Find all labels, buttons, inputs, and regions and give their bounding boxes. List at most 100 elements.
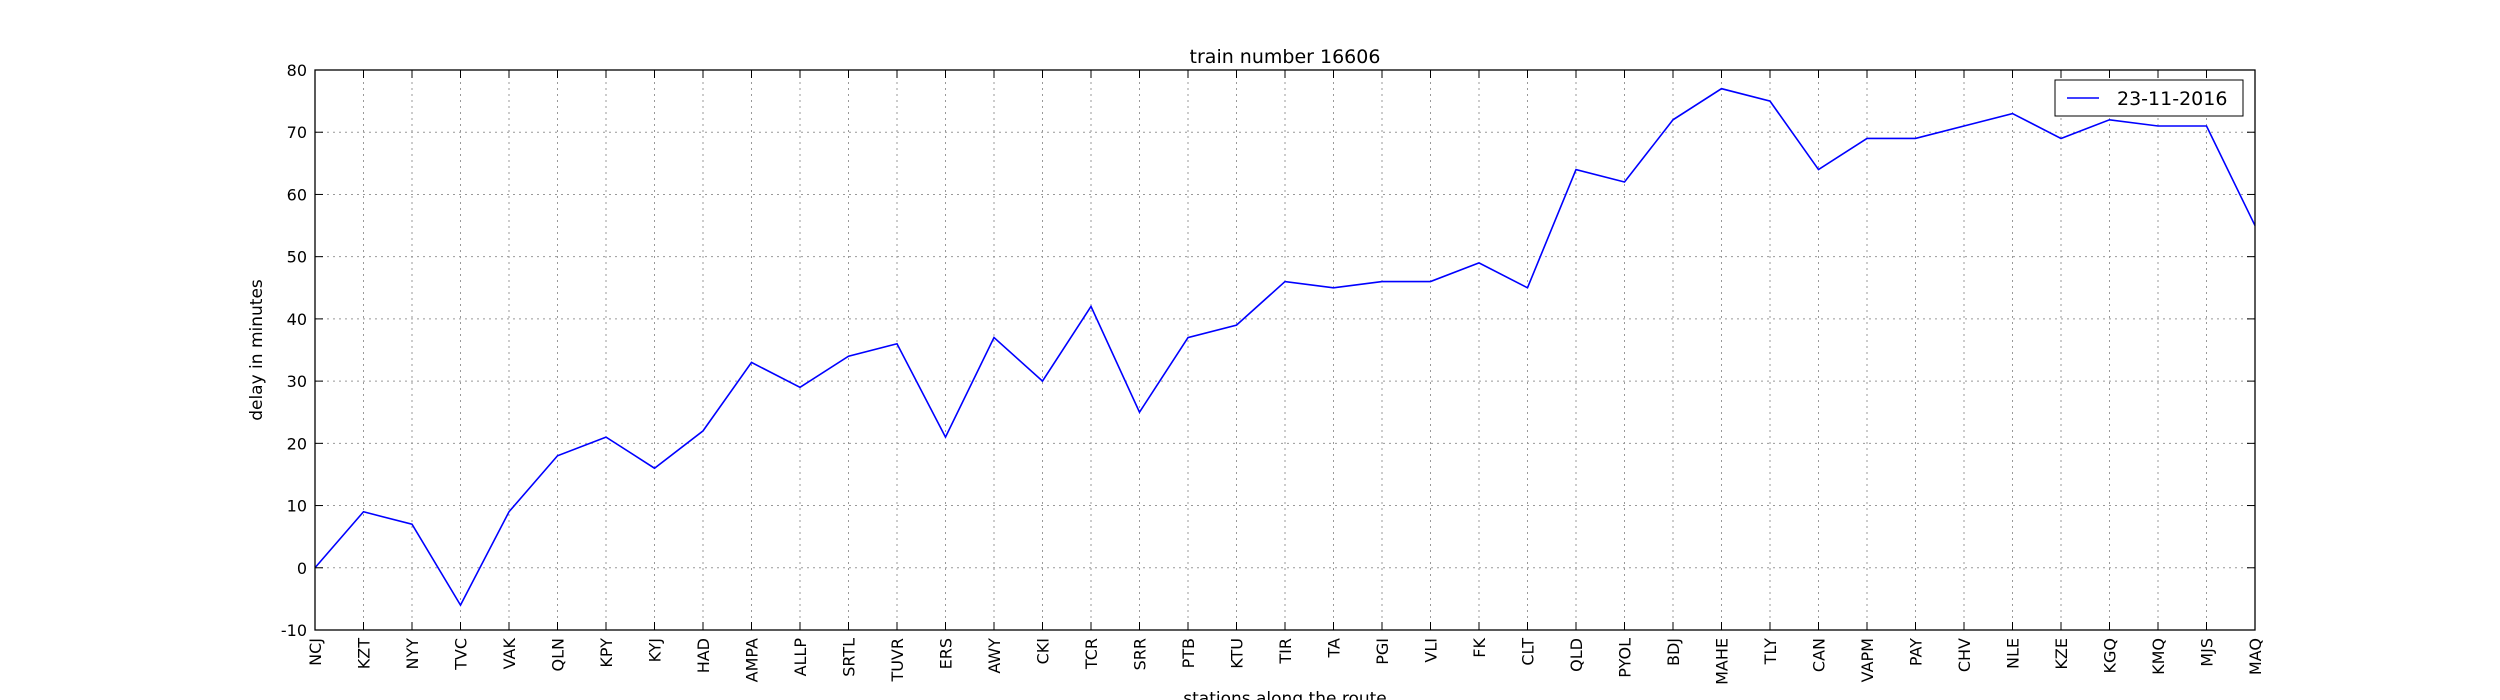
data-point-kze <box>2059 136 2063 140</box>
data-point-awy <box>992 336 996 340</box>
data-point-vak <box>507 510 511 514</box>
x-tick-label-ta: TA <box>1325 638 1344 659</box>
x-tick-label-cki: CKI <box>1034 638 1053 664</box>
x-tick-label-ers: ERS <box>937 638 956 669</box>
chart-title: train number 16606 <box>1190 46 1381 68</box>
x-tick-label-allp: ALLP <box>791 638 810 677</box>
data-point-cki <box>1041 379 1045 383</box>
x-tick-label-tvc: TVC <box>452 638 471 671</box>
data-point-qln <box>556 454 560 458</box>
x-tick-label-mjs: MJS <box>2198 638 2217 667</box>
data-point-vapm <box>1865 136 1869 140</box>
data-point-chv <box>1962 124 1966 128</box>
x-tick-label-tly: TLY <box>1761 638 1780 666</box>
x-tick-label-had: HAD <box>694 638 713 673</box>
legend: 23-11-2016 <box>2054 79 2244 117</box>
y-tick-label: 30 <box>287 372 307 391</box>
x-tick-label-tcr: TCR <box>1082 638 1101 670</box>
x-axis-label: stations along the route <box>1183 689 1387 700</box>
y-tick-label: 0 <box>297 559 307 578</box>
legend-label: 23-11-2016 <box>2117 88 2227 110</box>
data-point-kpy <box>604 435 608 439</box>
data-point-srr <box>1138 410 1142 414</box>
data-point-nyy <box>410 522 414 526</box>
x-tick-label-kze: KZE <box>2052 638 2071 670</box>
x-tick-label-mahe: MAHE <box>1713 638 1732 685</box>
x-tick-label-pyol: PYOL <box>1616 638 1635 678</box>
y-axis-label: delay in minutes <box>247 279 267 421</box>
x-tick-label-pay: PAY <box>1907 638 1926 666</box>
y-tick-label: 10 <box>287 497 307 516</box>
x-tick-label-ktu: KTU <box>1228 638 1247 669</box>
y-tick-label: -10 <box>281 621 307 640</box>
data-point-tcr <box>1089 304 1093 308</box>
x-tick-label-kpy: KPY <box>597 638 616 668</box>
y-tick-label: 70 <box>287 123 307 142</box>
x-tick-label-chv: CHV <box>1955 638 1974 672</box>
x-tick-label-nle: NLE <box>2004 638 2023 669</box>
data-point-mjs <box>2205 124 2209 128</box>
y-tick-label: 80 <box>287 61 307 80</box>
x-tick-label-clt: CLT <box>1519 638 1538 666</box>
data-point-kyj <box>653 466 657 470</box>
x-tick-label-tir: TIR <box>1276 638 1295 665</box>
data-point-pay <box>1914 136 1918 140</box>
data-point-kmq <box>2156 124 2160 128</box>
data-point-ers <box>944 435 948 439</box>
x-tick-label-nyy: NYY <box>403 638 422 670</box>
y-tick-label: 60 <box>287 185 307 204</box>
x-tick-label-vapm: VAPM <box>1858 638 1877 682</box>
x-tick-label-kzt: KZT <box>355 638 374 669</box>
x-tick-label-kyj: KYJ <box>646 638 665 662</box>
x-tick-label-pgi: PGI <box>1373 638 1392 665</box>
data-point-had <box>701 429 705 433</box>
data-point-vli <box>1429 280 1433 284</box>
x-tick-label-fk: FK <box>1470 638 1489 658</box>
x-tick-label-qld: QLD <box>1567 638 1586 672</box>
data-point-pyol <box>1623 180 1627 184</box>
series-line <box>314 87 2256 607</box>
x-tick-label-srr: SRR <box>1131 638 1150 670</box>
y-tick-label: 20 <box>287 434 307 453</box>
x-tick-label-ampa: AMPA <box>743 638 762 682</box>
data-point-nle <box>2011 112 2015 116</box>
x-tick-label-can: CAN <box>1810 638 1829 672</box>
x-tick-label-kmq: KMQ <box>2149 638 2168 675</box>
data-point-fk <box>1477 261 1481 265</box>
x-tick-label-awy: AWY <box>985 638 1004 674</box>
x-tick-label-maq: MAQ <box>2246 638 2265 675</box>
data-point-kzt <box>362 510 366 514</box>
data-point-clt <box>1526 286 1530 290</box>
data-point-ampa <box>750 360 754 364</box>
x-tick-label-ptb: PTB <box>1179 638 1198 668</box>
data-point-mahe <box>1720 87 1724 91</box>
data-point-ta <box>1332 286 1336 290</box>
x-tick-label-srtl: SRTL <box>840 638 859 677</box>
x-tick-label-qln: QLN <box>549 638 568 671</box>
x-axis-ticks: NCJ KZT NYY TVC VAK QLN KPY KYJ HAD AMPA ALLP SRTL T… <box>306 70 2265 685</box>
y-axis-ticks: -10 0 10 20 30 40 50 60 70 80 <box>281 61 2255 640</box>
data-point-pgi <box>1380 280 1384 284</box>
x-tick-label-ncj: NCJ <box>306 638 325 666</box>
data-point-bdj <box>1671 118 1675 122</box>
data-point-tvc <box>459 603 463 607</box>
data-point-qld <box>1574 168 1578 172</box>
data-point-tir <box>1283 280 1287 284</box>
x-tick-label-vak: VAK <box>500 637 519 669</box>
y-tick-label: 40 <box>287 310 307 329</box>
data-point-tuvr <box>895 342 899 346</box>
data-point-allp <box>798 385 802 389</box>
data-point-ktu <box>1235 323 1239 327</box>
data-point-tly <box>1768 99 1772 103</box>
data-point-srtl <box>847 354 851 358</box>
series-lines <box>314 87 2256 607</box>
x-tick-label-bdj: BDJ <box>1664 638 1683 666</box>
y-tick-label: 50 <box>287 248 307 267</box>
grid-lines <box>315 70 2255 630</box>
data-point-ptb <box>1186 336 1190 340</box>
data-point-kgq <box>2108 118 2112 122</box>
x-tick-label-kgq: KGQ <box>2101 638 2120 673</box>
x-tick-label-tuvr: TUVR <box>888 638 907 683</box>
x-tick-label-vli: VLI <box>1422 638 1441 663</box>
